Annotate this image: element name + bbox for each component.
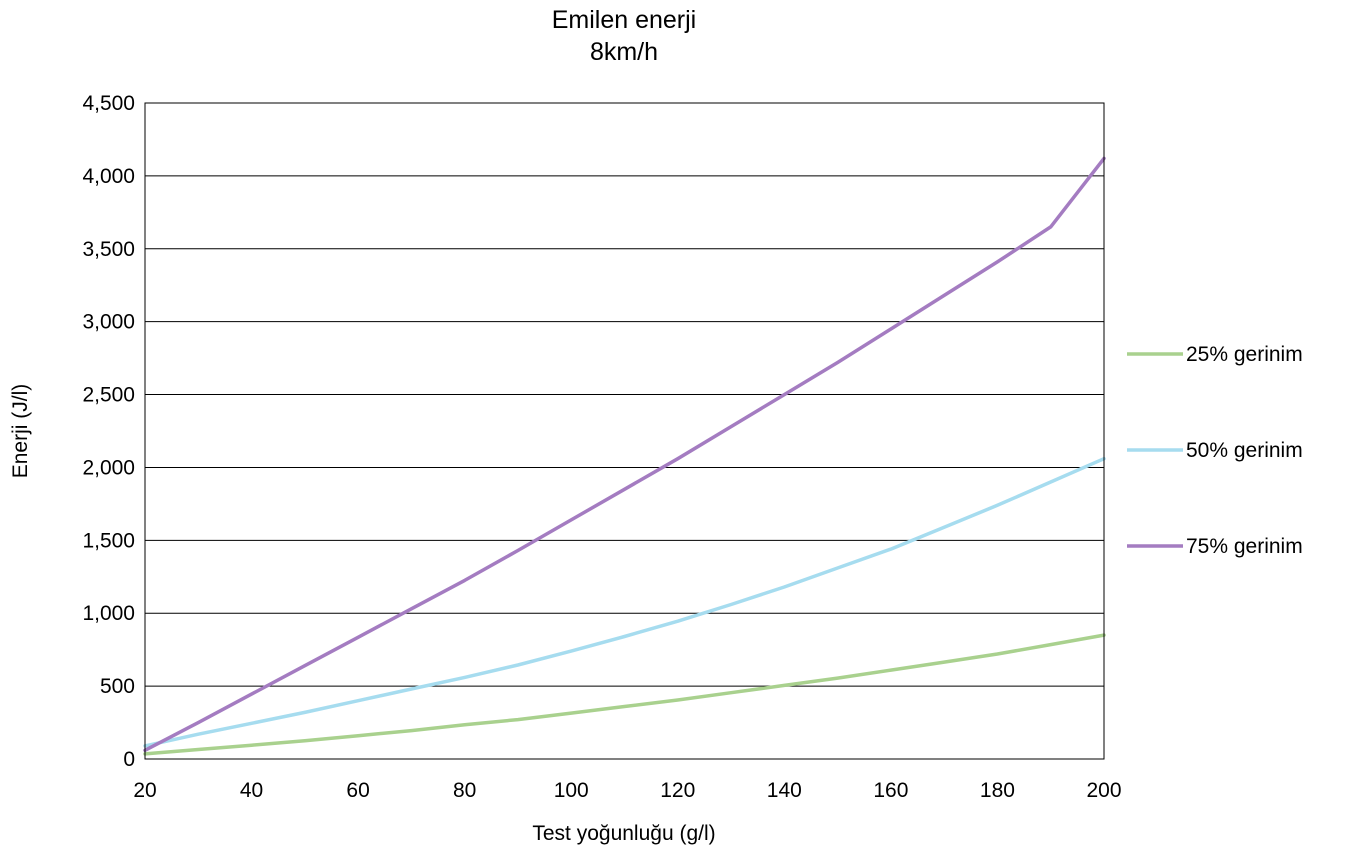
x-axis-ticks: 20 40 60 80 100 120 140 160 180 200 [133, 779, 1121, 802]
y-tick-label: 0 [123, 748, 135, 771]
y-tick-label: 1,500 [82, 529, 135, 552]
legend-label: 25% gerinim [1186, 343, 1303, 366]
y-tick-label: 1,000 [82, 602, 135, 625]
x-tick-label: 80 [453, 779, 476, 802]
x-tick-label: 180 [980, 779, 1015, 802]
legend-label: 75% gerinim [1186, 535, 1303, 558]
series-line-1 [143, 633, 1106, 756]
legend-item: 25% gerinim [1127, 343, 1303, 366]
y-tick-label: 4,000 [82, 165, 135, 188]
plot-area-frame [144, 102, 1105, 760]
legend: 25% gerinim 50% gerinim 75% gerinim [1127, 343, 1303, 558]
chart-title: Emilen enerji [552, 6, 697, 34]
x-tick-label: 40 [240, 779, 263, 802]
y-tick-label: 500 [100, 675, 135, 698]
y-tick-label: 3,500 [82, 238, 135, 261]
x-tick-label: 200 [1086, 779, 1121, 802]
x-tick-label: 140 [767, 779, 802, 802]
y-tick-label: 2,000 [82, 456, 135, 479]
x-axis-label: Test yoğunluğu (g/l) [532, 822, 715, 845]
y-tick-label: 2,500 [82, 384, 135, 407]
y-tick-label: 4,500 [82, 92, 135, 115]
x-tick-label: 100 [554, 779, 589, 802]
series-line-2 [143, 456, 1106, 748]
x-tick-label: 120 [660, 779, 695, 802]
x-tick-label: 60 [346, 779, 369, 802]
y-tick-label: 3,000 [82, 311, 135, 334]
chart-subtitle: 8km/h [590, 38, 658, 66]
legend-item: 50% gerinim [1127, 439, 1303, 462]
x-tick-label: 20 [133, 779, 156, 802]
y-axis-label: Enerji (J/l) [9, 384, 32, 479]
legend-item: 75% gerinim [1127, 535, 1303, 558]
y-axis-ticks: 0 500 1,000 1,500 2,000 2,500 3,000 3,500 4,000 4… [82, 92, 135, 771]
series-line-3 [143, 156, 1106, 753]
gridlines [145, 175, 1104, 687]
series-lines [143, 156, 1106, 756]
x-tick-label: 160 [873, 779, 908, 802]
legend-label: 50% gerinim [1186, 439, 1303, 462]
